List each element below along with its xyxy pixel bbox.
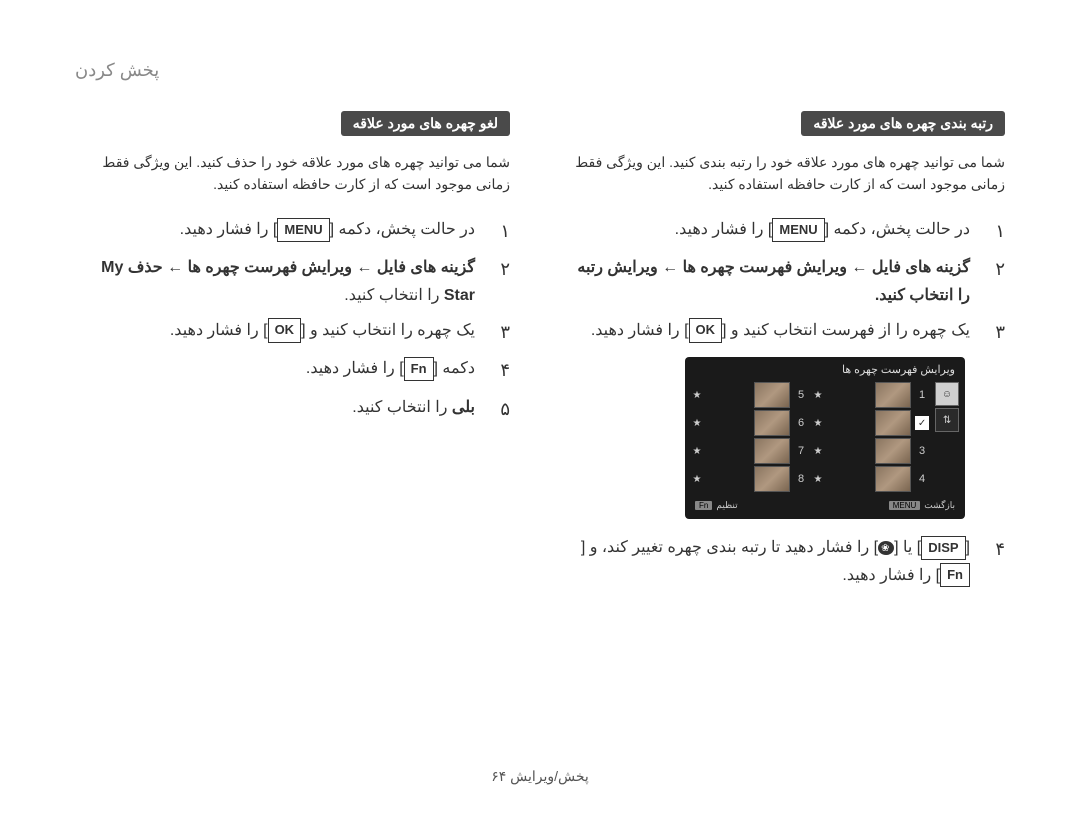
cancel-badge: لغو چهره های مورد علاقه — [341, 111, 510, 136]
step-1: ۱ در حالت پخش، دکمه [MENU] را فشار دهید. — [75, 216, 510, 247]
column-ranking: رتبه بندی چهره های مورد علاقه شما می توا… — [570, 111, 1005, 597]
star-icon: ★ — [691, 446, 703, 457]
cancel-steps: ۱ در حالت پخش، دکمه [MENU] را فشار دهید.… — [75, 216, 510, 425]
footer-back: بازگشت MENU — [889, 500, 955, 511]
up-down-icon: ⇅ — [935, 408, 959, 432]
step-text: دکمه [Fn] را فشار دهید. — [75, 355, 475, 386]
footer-set: تنظیم Fn — [695, 500, 738, 511]
face-grid: 1★ 5★ ✓★ 6★ 3★ 7★ 4★ 8★ — [691, 382, 931, 492]
left-icons: ☺ ⇅ — [935, 382, 959, 492]
step-text: بلی را انتخاب کنید. — [75, 394, 475, 425]
fn-button-icon: Fn — [404, 357, 434, 381]
step-number: ۲ — [985, 254, 1005, 308]
menu-btn-icon: MENU — [889, 501, 921, 510]
cancel-description: شما می توانید چهره های مورد علاقه خود را… — [75, 151, 510, 196]
fn-btn-icon: Fn — [695, 501, 712, 510]
step-number: ۳ — [490, 317, 510, 348]
face-num: 8 — [792, 473, 810, 485]
menu-button-icon: MENU — [772, 218, 824, 242]
step-2: ۲ گزینه های فایل ← ویرایش فهرست چهره ها … — [75, 254, 510, 308]
face-num: 1 — [913, 389, 931, 401]
camera-screen: ویرایش فهرست چهره ها ☺ ⇅ 1★ 5★ ✓★ 6★ 3★ … — [685, 357, 965, 519]
star-icon: ★ — [812, 418, 824, 429]
face-num: 3 — [913, 445, 931, 457]
fn-button-icon: Fn — [940, 563, 970, 587]
face-thumb — [754, 410, 790, 436]
ranking-steps-cont: ۴ [DISP] یا [] را فشار دهید تا رتبه بندی… — [570, 534, 1005, 588]
column-cancel: لغو چهره های مورد علاقه شما می توانید چه… — [75, 111, 510, 597]
face-thumb — [754, 466, 790, 492]
face-thumb — [875, 466, 911, 492]
step-number: ۱ — [985, 216, 1005, 247]
check-icon: ✓ — [915, 416, 929, 430]
step-text: گزینه های فایل ← ویرایش فهرست چهره ها ← … — [75, 254, 475, 308]
step-5: ۵ بلی را انتخاب کنید. — [75, 394, 510, 425]
step-text: یک چهره را از فهرست انتخاب کنید و [OK] ر… — [570, 317, 970, 348]
screen-title: ویرایش فهرست چهره ها — [691, 363, 959, 376]
face-thumb — [754, 382, 790, 408]
flower-icon — [878, 541, 894, 555]
step-text: در حالت پخش، دکمه [MENU] را فشار دهید. — [570, 216, 970, 247]
face-num: 7 — [792, 445, 810, 457]
face-thumb — [754, 438, 790, 464]
ok-button-icon: OK — [268, 318, 302, 342]
step-text: گزینه های فایل ← ویرایش فهرست چهره ها ← … — [570, 254, 970, 308]
star-icon: ★ — [691, 390, 703, 401]
step-4: ۴ [DISP] یا [] را فشار دهید تا رتبه بندی… — [570, 534, 1005, 588]
step-number: ۵ — [490, 394, 510, 425]
page-header: پخش کردن — [75, 60, 1005, 81]
step-4: ۴ دکمه [Fn] را فشار دهید. — [75, 355, 510, 386]
face-thumb — [875, 382, 911, 408]
step-text: در حالت پخش، دکمه [MENU] را فشار دهید. — [75, 216, 475, 247]
star-icon: ★ — [691, 418, 703, 429]
ranking-description: شما می توانید چهره های مورد علاقه خود را… — [570, 151, 1005, 196]
face-num: 5 — [792, 389, 810, 401]
star-icon: ★ — [812, 474, 824, 485]
disp-button-icon: DISP — [921, 536, 965, 560]
face-num: ✓ — [913, 416, 931, 430]
star-icon: ★ — [812, 446, 824, 457]
step-text: [DISP] یا [] را فشار دهید تا رتبه بندی چ… — [570, 534, 970, 588]
face-icon: ☺ — [935, 382, 959, 406]
content-columns: رتبه بندی چهره های مورد علاقه شما می توا… — [75, 111, 1005, 597]
step-number: ۲ — [490, 254, 510, 308]
ok-button-icon: OK — [689, 318, 723, 342]
page-footer: پخش/ویرایش ۶۴ — [0, 768, 1080, 785]
screen-footer: بازگشت MENU تنظیم Fn — [691, 498, 959, 513]
menu-button-icon: MENU — [277, 218, 329, 242]
step-1: ۱ در حالت پخش، دکمه [MENU] را فشار دهید. — [570, 216, 1005, 247]
face-thumb — [875, 410, 911, 436]
face-num: 4 — [913, 473, 931, 485]
step-number: ۴ — [985, 534, 1005, 588]
step-3: ۳ یک چهره را انتخاب کنید و [OK] را فشار … — [75, 317, 510, 348]
star-icon: ★ — [812, 390, 824, 401]
face-num: 6 — [792, 417, 810, 429]
step-number: ۱ — [490, 216, 510, 247]
step-number: ۳ — [985, 317, 1005, 348]
step-number: ۴ — [490, 355, 510, 386]
face-thumb — [875, 438, 911, 464]
step-text: یک چهره را انتخاب کنید و [OK] را فشار ده… — [75, 317, 475, 348]
screen-content: ☺ ⇅ 1★ 5★ ✓★ 6★ 3★ 7★ 4★ 8★ — [691, 382, 959, 492]
ranking-badge: رتبه بندی چهره های مورد علاقه — [801, 111, 1005, 136]
step-3: ۳ یک چهره را از فهرست انتخاب کنید و [OK]… — [570, 317, 1005, 348]
star-icon: ★ — [691, 474, 703, 485]
ranking-steps: ۱ در حالت پخش، دکمه [MENU] را فشار دهید.… — [570, 216, 1005, 348]
step-2: ۲ گزینه های فایل ← ویرایش فهرست چهره ها … — [570, 254, 1005, 308]
